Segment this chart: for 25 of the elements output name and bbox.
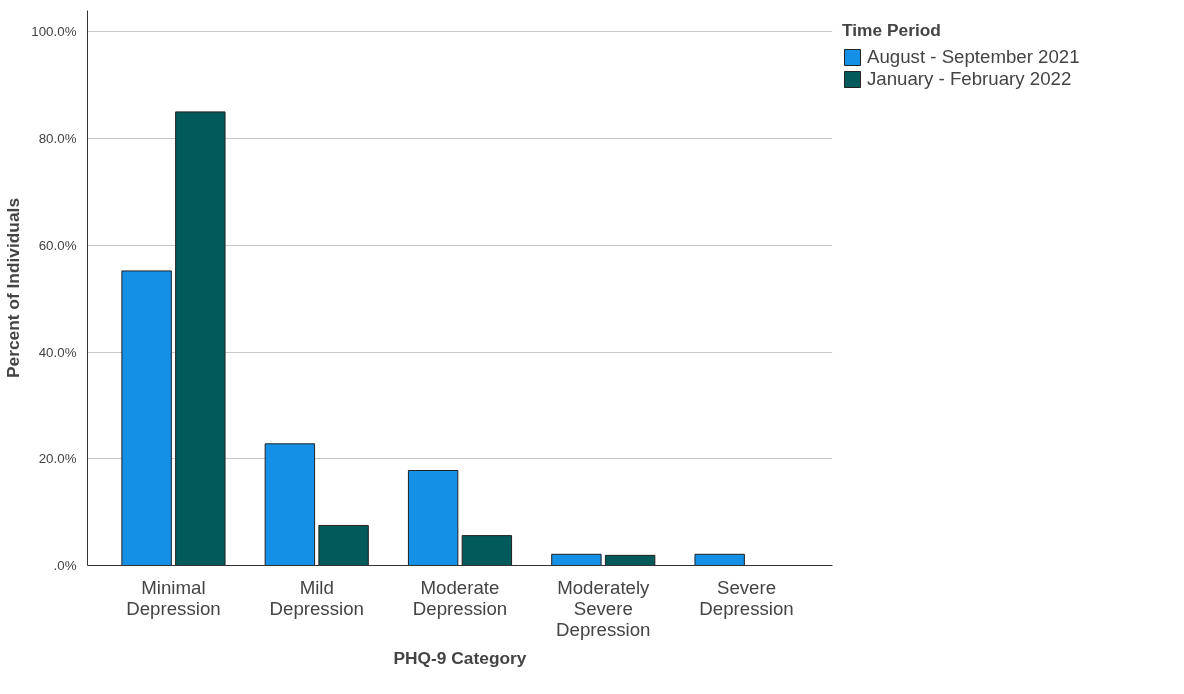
bar (551, 553, 602, 566)
x-tick-label: Moderately Severe Depression (556, 576, 651, 640)
y-tick-label: .0% (53, 558, 77, 573)
legend-label: January - February 2022 (867, 68, 1072, 90)
x-axis-title: PHQ-9 Category (393, 647, 527, 668)
bar (121, 270, 172, 566)
x-tick-label: Severe Depression (699, 576, 794, 619)
bar (604, 554, 656, 566)
y-tick-label: 60.0% (38, 237, 77, 253)
y-tick-label: 20.0% (38, 451, 77, 467)
y-tick-label: 100.0% (31, 24, 77, 40)
bar (318, 524, 369, 566)
y-axis-title: Percent of Individuals (3, 197, 24, 379)
y-tick-label: 40.0% (38, 344, 77, 360)
legend-title: Time Period (842, 20, 942, 41)
bar (407, 470, 459, 566)
x-tick-label: Minimal Depression (126, 576, 221, 619)
x-tick-label: Mild Depression (269, 576, 364, 619)
bar (694, 553, 745, 566)
legend-label: August - September 2021 (867, 46, 1080, 68)
bar (175, 111, 226, 566)
y-tick-label: 80.0% (38, 131, 77, 147)
bar (264, 443, 316, 566)
bar (461, 535, 513, 566)
x-tick-label: Moderate Depression (412, 576, 508, 619)
